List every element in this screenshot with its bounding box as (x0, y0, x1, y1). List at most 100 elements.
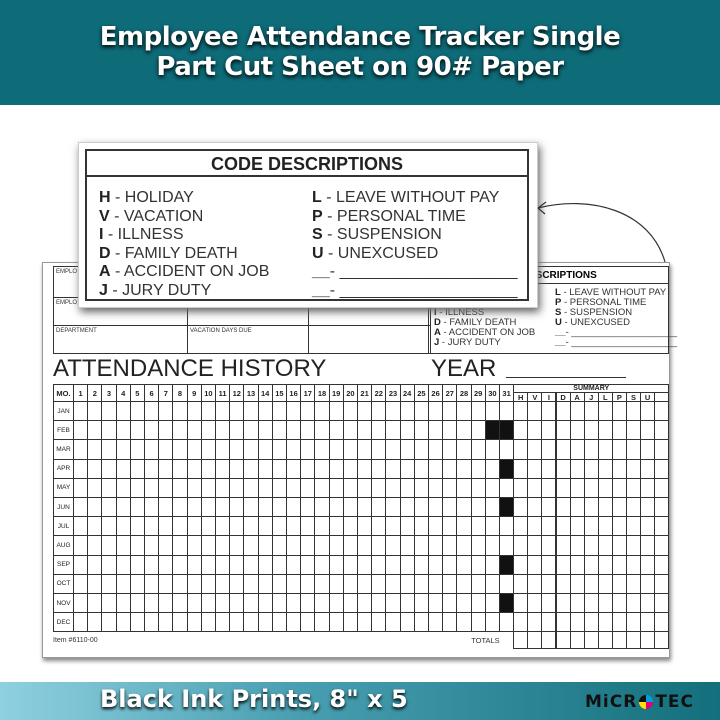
summary-cell[interactable] (611, 458, 627, 479)
day-cell[interactable] (243, 554, 259, 575)
day-cell[interactable] (101, 420, 117, 441)
day-cell[interactable] (342, 477, 358, 498)
summary-cell[interactable] (654, 535, 670, 556)
day-cell[interactable] (243, 535, 259, 556)
day-cell[interactable] (484, 458, 500, 479)
summary-cell[interactable] (527, 458, 543, 479)
year-line[interactable] (506, 377, 626, 378)
day-cell[interactable] (186, 401, 202, 422)
day-cell[interactable] (314, 593, 330, 614)
day-cell[interactable] (215, 516, 231, 537)
day-cell[interactable] (428, 458, 444, 479)
day-cell[interactable] (115, 497, 131, 518)
summary-cell[interactable] (611, 477, 627, 498)
summary-cell[interactable] (654, 477, 670, 498)
day-cell[interactable] (186, 554, 202, 575)
day-cell[interactable] (328, 401, 344, 422)
day-cell[interactable] (172, 420, 188, 441)
day-cell[interactable] (243, 612, 259, 633)
day-cell[interactable] (413, 458, 429, 479)
summary-cell[interactable] (654, 458, 670, 479)
day-cell[interactable] (286, 516, 302, 537)
summary-cell[interactable] (626, 477, 642, 498)
day-cell[interactable] (271, 612, 287, 633)
day-cell[interactable] (73, 593, 89, 614)
day-cell[interactable] (172, 535, 188, 556)
day-cell[interactable] (186, 593, 202, 614)
summary-cell[interactable] (569, 458, 585, 479)
totals-cell[interactable] (569, 631, 585, 650)
day-cell[interactable] (413, 401, 429, 422)
day-cell[interactable] (215, 535, 231, 556)
day-cell[interactable] (385, 535, 401, 556)
day-cell[interactable] (357, 573, 373, 594)
day-cell[interactable] (186, 458, 202, 479)
day-cell[interactable] (499, 477, 515, 498)
summary-cell[interactable] (569, 516, 585, 537)
day-cell[interactable] (229, 554, 245, 575)
day-cell[interactable] (314, 497, 330, 518)
day-cell[interactable] (101, 439, 117, 460)
day-cell[interactable] (200, 458, 216, 479)
day-cell[interactable] (229, 497, 245, 518)
day-cell[interactable] (428, 439, 444, 460)
summary-cell[interactable] (597, 612, 613, 633)
day-cell[interactable] (129, 439, 145, 460)
day-cell[interactable] (271, 554, 287, 575)
summary-cell[interactable] (541, 401, 557, 422)
day-cell[interactable] (101, 477, 117, 498)
day-cell[interactable] (186, 439, 202, 460)
summary-cell[interactable] (640, 497, 656, 518)
day-cell[interactable] (385, 554, 401, 575)
summary-cell[interactable] (626, 439, 642, 460)
summary-cell[interactable] (527, 554, 543, 575)
day-cell[interactable] (101, 593, 117, 614)
day-cell[interactable] (215, 439, 231, 460)
day-cell[interactable] (470, 516, 486, 537)
summary-cell[interactable] (626, 535, 642, 556)
day-cell[interactable] (144, 535, 160, 556)
summary-cell[interactable] (527, 516, 543, 537)
summary-cell[interactable] (597, 516, 613, 537)
summary-cell[interactable] (513, 439, 529, 460)
summary-cell[interactable] (583, 497, 599, 518)
day-cell[interactable] (271, 535, 287, 556)
day-cell[interactable] (428, 401, 444, 422)
day-cell[interactable] (399, 573, 415, 594)
summary-cell[interactable] (527, 535, 543, 556)
day-cell[interactable] (357, 593, 373, 614)
day-cell[interactable] (243, 439, 259, 460)
summary-cell[interactable] (569, 573, 585, 594)
summary-cell[interactable] (640, 420, 656, 441)
day-cell[interactable] (215, 612, 231, 633)
day-cell[interactable] (442, 401, 458, 422)
day-cell[interactable] (300, 458, 316, 479)
day-cell[interactable] (357, 516, 373, 537)
totals-cell[interactable] (597, 631, 613, 650)
day-cell[interactable] (186, 497, 202, 518)
day-cell[interactable] (257, 458, 273, 479)
summary-cell[interactable] (555, 554, 571, 575)
day-cell[interactable] (357, 612, 373, 633)
day-cell[interactable] (257, 401, 273, 422)
day-cell[interactable] (271, 573, 287, 594)
summary-cell[interactable] (626, 458, 642, 479)
day-cell[interactable] (101, 573, 117, 594)
summary-cell[interactable] (541, 535, 557, 556)
day-cell[interactable] (73, 420, 89, 441)
day-cell[interactable] (129, 497, 145, 518)
day-cell[interactable] (73, 535, 89, 556)
summary-cell[interactable] (555, 612, 571, 633)
day-cell[interactable] (300, 593, 316, 614)
day-cell[interactable] (73, 458, 89, 479)
summary-cell[interactable] (541, 573, 557, 594)
summary-cell[interactable] (611, 612, 627, 633)
day-cell[interactable] (129, 401, 145, 422)
day-cell[interactable] (371, 554, 387, 575)
summary-cell[interactable] (569, 439, 585, 460)
summary-cell[interactable] (640, 535, 656, 556)
summary-cell[interactable] (541, 439, 557, 460)
day-cell[interactable] (499, 612, 515, 633)
summary-cell[interactable] (640, 477, 656, 498)
summary-cell[interactable] (555, 535, 571, 556)
